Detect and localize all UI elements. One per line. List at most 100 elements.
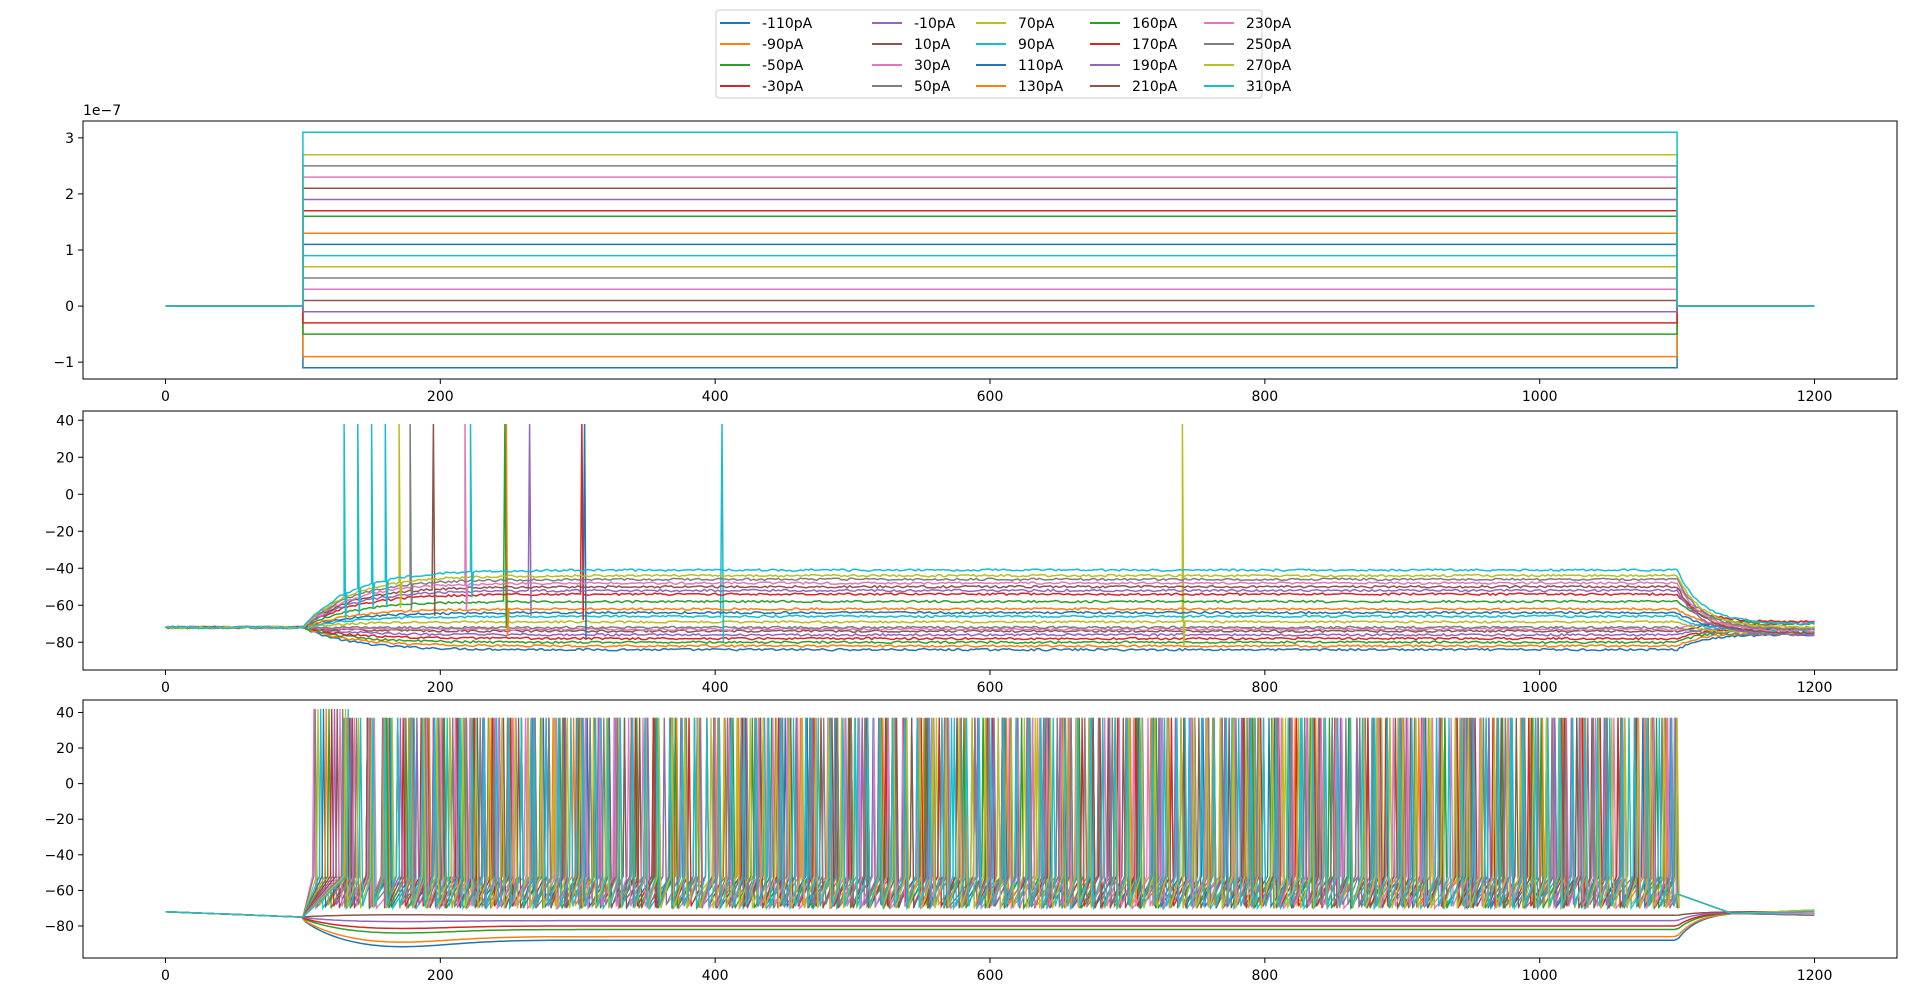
voltage-trace — [165, 910, 1815, 934]
x-tick-label: 1000 — [1522, 680, 1558, 696]
stimulus-traces — [165, 131, 1815, 369]
legend-label: -30pA — [762, 79, 804, 95]
voltage-trace — [165, 423, 1815, 630]
x-tick-label: 1000 — [1522, 968, 1558, 984]
x-tick-label: 0 — [161, 680, 170, 696]
x-tick-label: 1200 — [1797, 968, 1833, 984]
legend-label: 10pA — [914, 37, 951, 53]
x-tick-label: 800 — [1251, 389, 1278, 405]
legend-label: -50pA — [762, 58, 804, 74]
stimulus-trace — [165, 288, 1815, 307]
legend-label: 250pA — [1246, 37, 1292, 53]
stimulus-trace — [165, 209, 1815, 307]
legend-label: 210pA — [1132, 79, 1178, 95]
y-tick-label: 1 — [65, 243, 74, 259]
panel-stimulus: 0 200 400 600 800 1000 1200 −1 0 1 2 3 1e−7 — [53, 103, 1898, 405]
y-tick-label: 20 — [56, 741, 74, 757]
stimulus-trace — [165, 305, 1815, 324]
x-tick-label: 200 — [427, 389, 454, 405]
voltage-trace — [165, 621, 1815, 634]
panel-voltage-response-1: 0 200 400 600 800 1000 1200 −80 −60 −40 −20 0 20 40 — [44, 410, 1898, 696]
legend-label: 230pA — [1246, 16, 1292, 32]
y-tick-label: −40 — [44, 561, 74, 577]
x-tick-label: 1200 — [1797, 680, 1833, 696]
voltage-trace — [165, 910, 1815, 943]
x-tick-label: 1200 — [1797, 389, 1833, 405]
y-tick-label: −40 — [44, 848, 74, 864]
axes-frame — [82, 699, 1898, 959]
stimulus-trace — [165, 176, 1815, 307]
voltage-trace — [165, 910, 1815, 918]
x-tick-label: 400 — [702, 389, 729, 405]
voltage-trace — [165, 423, 1815, 630]
x-tick-label: 1000 — [1522, 389, 1558, 405]
stimulus-trace — [165, 305, 1815, 358]
stimulus-trace — [165, 254, 1815, 307]
x-tick-label: 400 — [702, 680, 729, 696]
x-tick-label: 800 — [1251, 968, 1278, 984]
voltage-trace — [165, 423, 1815, 630]
voltage-traces-1 — [165, 423, 1815, 652]
legend-label: 30pA — [914, 58, 951, 74]
x-tick-label: 200 — [427, 968, 454, 984]
voltage-traces-2 — [165, 708, 1815, 948]
stimulus-trace — [165, 299, 1815, 307]
voltage-trace — [165, 625, 1815, 637]
legend-label: -10pA — [914, 16, 956, 32]
voltage-trace — [165, 625, 1815, 652]
legend: -110pA -90pA -50pA -30pA -10pA 10pA 30pA 50pA 70… — [715, 9, 1292, 99]
y-tick-label: 0 — [65, 777, 74, 793]
legend-label: 160pA — [1132, 16, 1178, 32]
x-tick-label: 600 — [977, 968, 1004, 984]
y-tick-label: 0 — [65, 299, 74, 315]
axes-frame — [82, 410, 1898, 671]
voltage-trace — [165, 423, 1815, 647]
legend-label: 50pA — [914, 79, 951, 95]
x-tick-label: 0 — [161, 389, 170, 405]
voltage-trace — [165, 423, 1815, 639]
stimulus-trace — [165, 215, 1815, 307]
y-tick-label: −60 — [44, 883, 74, 899]
stimulus-trace — [165, 243, 1815, 307]
legend-label: 90pA — [1018, 37, 1055, 53]
x-tick-label: 200 — [427, 680, 454, 696]
y-tick-label: 40 — [56, 413, 74, 429]
y-tick-label: −1 — [53, 355, 74, 371]
voltage-trace — [165, 625, 1815, 645]
panel-voltage-response-2: 0 200 400 600 800 1000 1200 −80 −60 −40 −20 0 20 40 — [44, 699, 1898, 984]
voltage-trace — [165, 910, 1815, 948]
x-tick-label: 800 — [1251, 680, 1278, 696]
x-tick-label: 0 — [161, 968, 170, 984]
voltage-trace — [165, 423, 1815, 643]
legend-label: 270pA — [1246, 58, 1292, 74]
stimulus-trace — [165, 187, 1815, 307]
axes-frame — [82, 120, 1898, 380]
legend-label: 310pA — [1246, 79, 1292, 95]
legend-label: 130pA — [1018, 79, 1064, 95]
stimulus-trace — [165, 305, 1815, 335]
y-tick-label: 40 — [56, 705, 74, 721]
voltage-trace — [165, 423, 1815, 633]
stimulus-trace — [165, 305, 1815, 369]
stimulus-trace — [165, 131, 1815, 307]
x-tick-label: 600 — [977, 680, 1004, 696]
voltage-trace — [165, 423, 1815, 636]
x-tick-label: 600 — [977, 389, 1004, 405]
voltage-trace — [165, 910, 1815, 923]
voltage-trace — [165, 625, 1815, 648]
stimulus-trace — [165, 165, 1815, 307]
y-tick-label: 3 — [65, 131, 74, 147]
voltage-trace — [165, 625, 1815, 637]
stimulus-trace — [165, 277, 1815, 307]
legend-label: -110pA — [762, 16, 813, 32]
y-tick-label: −80 — [44, 919, 74, 935]
legend-label: 190pA — [1132, 58, 1178, 74]
voltage-trace — [165, 423, 1815, 630]
y-tick-label: 0 — [65, 487, 74, 503]
axis-offset-label: 1e−7 — [83, 103, 121, 119]
x-tick-label: 400 — [702, 968, 729, 984]
legend-frame — [715, 9, 1263, 99]
voltage-trace — [165, 625, 1815, 641]
voltage-trace — [165, 708, 1815, 918]
